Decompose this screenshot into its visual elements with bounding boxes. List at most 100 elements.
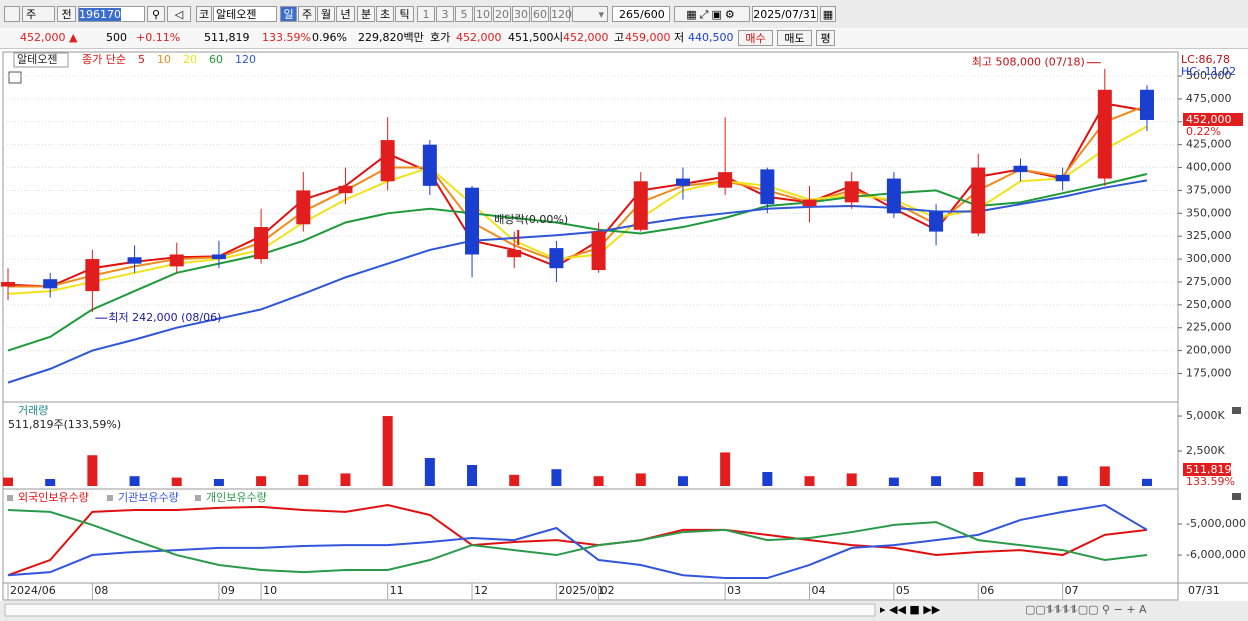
search-button[interactable]: ⚲ — [147, 6, 165, 22]
candle-body — [549, 248, 564, 269]
moving-average — [8, 104, 1148, 288]
price: 452,000 ▲ — [20, 31, 78, 44]
candle-body — [675, 178, 690, 186]
volume-bar — [1142, 478, 1152, 486]
table-icon[interactable] — [8, 71, 22, 84]
legend-entry: 5 — [138, 53, 145, 66]
candle-body — [1, 281, 15, 287]
period-week[interactable]: 주 — [298, 6, 316, 22]
candle-body — [465, 187, 480, 255]
period-day[interactable]: 일 — [280, 6, 297, 22]
interval-select[interactable]: ▾ — [572, 6, 608, 22]
date-input[interactable]: 2025/07/31 — [752, 6, 818, 22]
legend-swatch — [195, 495, 201, 501]
bid: 451,500 — [508, 31, 554, 44]
panel-title: 거래량 — [18, 404, 48, 417]
x-tick-label: 03 — [727, 584, 741, 597]
sell-button[interactable]: 매도 — [777, 30, 812, 46]
y-tick-label: 375,000 — [1186, 183, 1232, 196]
prev-select[interactable]: 전 — [57, 6, 76, 22]
low: 440,500 — [688, 31, 734, 44]
period-minute[interactable]: 분 — [357, 6, 375, 22]
low-annotation: 최저 242,000 (08/06) — [108, 311, 221, 324]
volume-bar — [635, 473, 646, 486]
candle-body — [507, 249, 522, 258]
x-tick-label: 2025/01 — [558, 584, 604, 597]
close-icon[interactable] — [1232, 493, 1241, 500]
y-tick-label: 350,000 — [1186, 206, 1232, 219]
candle-body — [971, 167, 986, 234]
interval-60[interactable]: 60 — [531, 6, 549, 22]
interval-5[interactable]: 5 — [455, 6, 473, 22]
avg-button[interactable]: 평 — [816, 30, 835, 46]
tool-icons[interactable]: ▦⤢▣⚙ — [674, 6, 750, 22]
close-icon[interactable] — [1232, 407, 1241, 414]
buy-button[interactable]: 매수 — [738, 30, 773, 46]
turnover: 0.96% — [312, 31, 347, 44]
volume-bar — [382, 416, 393, 486]
candle-body — [1013, 165, 1028, 173]
code-input[interactable]: 196170 — [78, 6, 145, 22]
legend-entry: 기관보유수량 — [118, 491, 179, 504]
interval-120[interactable]: 120 — [550, 6, 572, 22]
volume-bar — [45, 479, 56, 486]
interval-30[interactable]: 30 — [512, 6, 530, 22]
moving-average — [7, 172, 1148, 352]
legend-entry: 60 — [209, 53, 223, 66]
y-tick-label: 400,000 — [1186, 161, 1232, 174]
count-input[interactable]: 265/600 — [612, 6, 670, 22]
candle-body — [127, 257, 142, 264]
interval-20[interactable]: 20 — [493, 6, 511, 22]
legend-entry: 120 — [235, 53, 256, 66]
zoom-controls[interactable]: ▢▢⥮⥮⥮⥮▢▢ ⚲ − + A — [1025, 603, 1147, 616]
change: 500 — [106, 31, 127, 44]
volume-bar — [256, 476, 267, 486]
sound-button[interactable]: ◁ — [167, 6, 191, 22]
candle-body — [844, 181, 859, 203]
y-tick-label: -6,000,000 — [1186, 548, 1246, 561]
period-second[interactable]: 초 — [376, 6, 394, 22]
period-tick[interactable]: 틱 — [395, 6, 414, 22]
interval-1[interactable]: 1 — [417, 6, 435, 22]
candle-body — [760, 169, 775, 205]
candle-body — [422, 144, 437, 186]
volume-bar — [973, 472, 984, 486]
type-select[interactable]: 주 — [22, 6, 55, 22]
volume-bar — [340, 473, 351, 486]
y-tick-label: 500,000 — [1186, 69, 1232, 82]
candle-body — [338, 185, 353, 194]
y-tick-label: 300,000 — [1186, 252, 1232, 265]
volume-bar — [846, 473, 857, 486]
scroll-track[interactable] — [4, 603, 876, 617]
dividend-annotation: 배당락(0.00%) — [494, 213, 568, 226]
volume-bar — [1099, 466, 1110, 486]
open-label: 시 — [553, 31, 564, 44]
y-tick-label: -5,000,000 — [1186, 517, 1246, 530]
moving-average — [7, 179, 1148, 384]
moving-average — [7, 125, 1148, 295]
hc-label: HC:-11,02 — [1181, 65, 1236, 78]
scroll-controls[interactable]: ▸ ◀◀ ■ ▶▶ — [880, 603, 941, 616]
interval-10[interactable]: 10 — [474, 6, 492, 22]
title-box — [13, 52, 69, 68]
chart: ▸ ◀◀ ■ ▶▶ ▢▢⥮⥮⥮⥮▢▢ ⚲ − + A 175,000 200,00… — [0, 51, 1248, 621]
legend-swatch — [7, 495, 13, 501]
legend-prefix: 종가 단순 — [82, 53, 126, 66]
count: 265 — [619, 8, 640, 21]
volume-bar — [1057, 476, 1068, 486]
menu-icon[interactable] — [4, 6, 20, 22]
amount: 229,820백만 — [358, 31, 424, 44]
period-year[interactable]: 년 — [336, 6, 355, 22]
period-month[interactable]: 월 — [317, 6, 335, 22]
calendar-button[interactable]: ▦ — [820, 6, 836, 22]
volume-tag: 511,819 — [1186, 463, 1232, 476]
holding-line — [7, 503, 1148, 580]
y-tick-label: 275,000 — [1186, 275, 1232, 288]
volume-bar — [509, 474, 520, 486]
interval-3[interactable]: 3 — [436, 6, 454, 22]
name-input[interactable]: 알테오젠 — [213, 6, 277, 22]
candle-body — [718, 172, 733, 188]
x-tick-label: 02 — [601, 584, 615, 597]
plot-frame — [2, 51, 1179, 601]
